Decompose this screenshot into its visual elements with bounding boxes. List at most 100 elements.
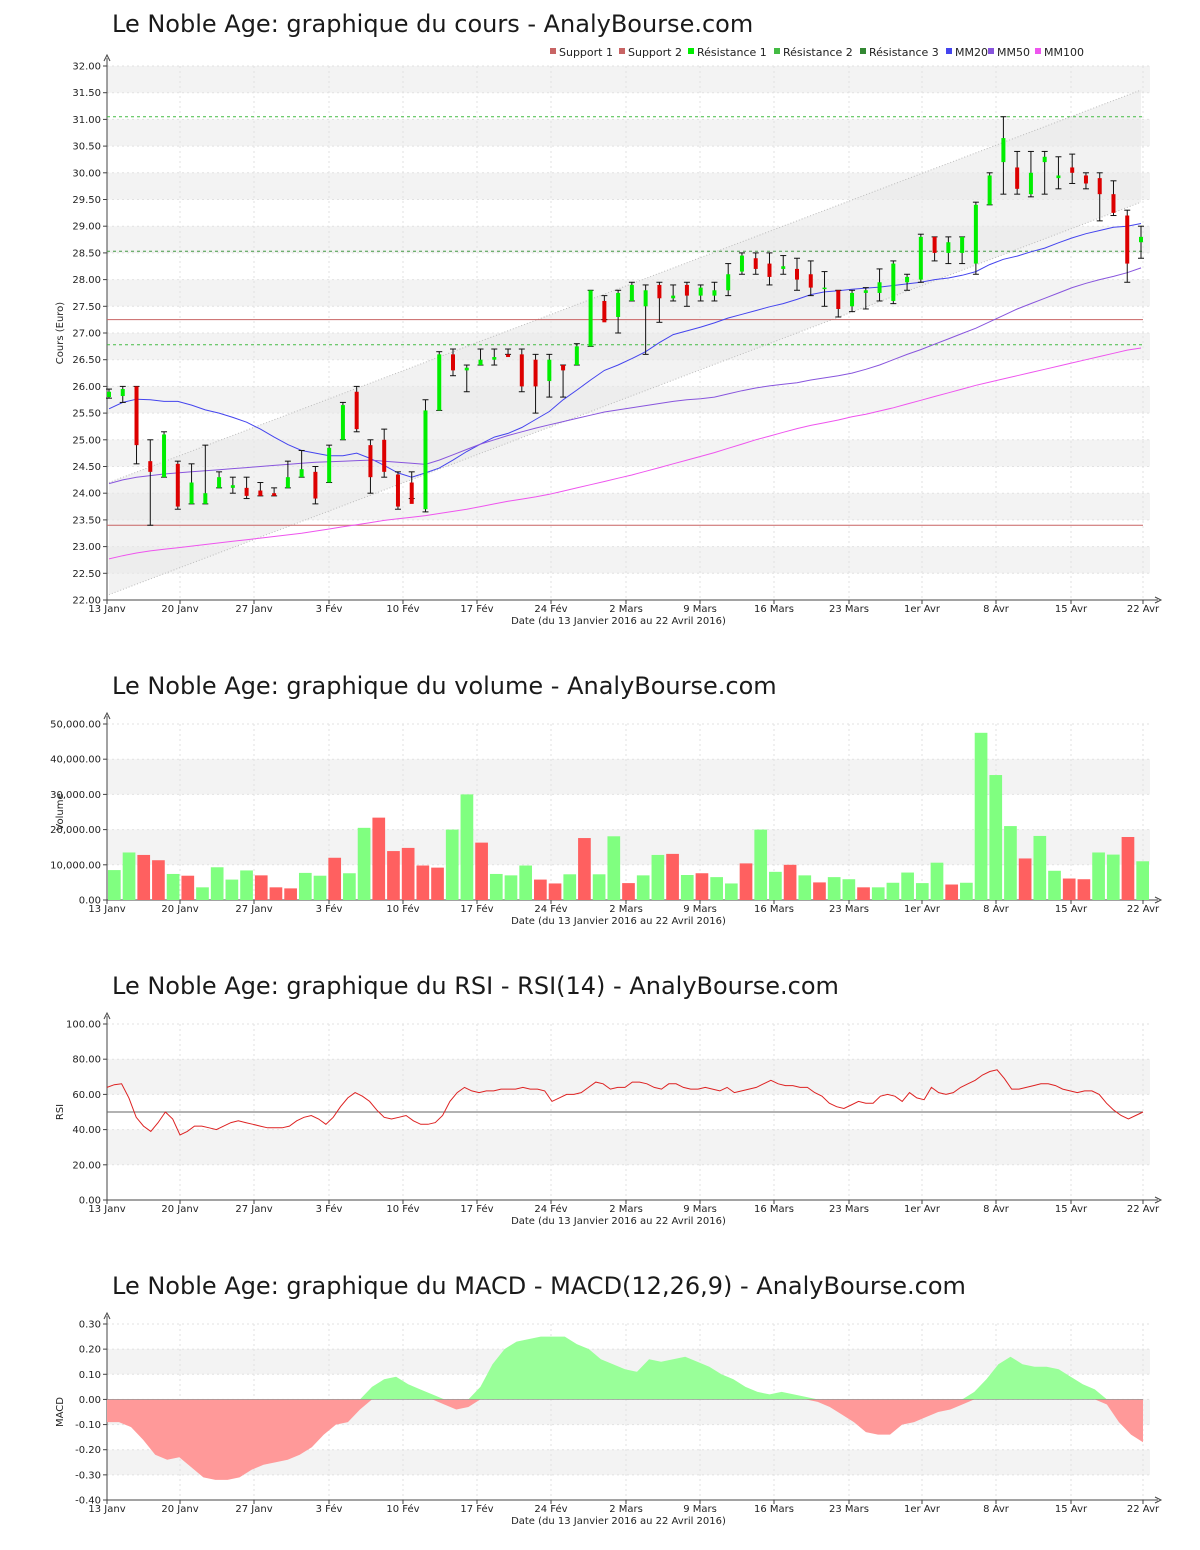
- y-tick-label: 30.50: [72, 142, 101, 153]
- x-tick-label: 9 Mars: [683, 604, 717, 615]
- x-axis-title: Date (du 13 Janvier 2016 au 22 Avril 201…: [511, 616, 726, 627]
- y-tick-label: 0.00: [79, 1196, 101, 1207]
- legend-label: MM50: [997, 46, 1030, 59]
- x-axis-title: Date (du 13 Janvier 2016 au 22 Avril 201…: [511, 1516, 726, 1527]
- y-tick-label: 0.10: [79, 1370, 101, 1381]
- x-tick-label: 16 Mars: [754, 1204, 794, 1215]
- x-tick-label: 1er Avr: [904, 604, 941, 615]
- candle-body: [203, 493, 208, 504]
- y-tick-label: -0.10: [75, 1420, 101, 1431]
- candle-body: [657, 284, 662, 299]
- candle-body: [519, 354, 524, 387]
- x-tick-label: 24 Fév: [534, 903, 567, 915]
- candle-body: [781, 266, 786, 269]
- x-tick-label: 27 Janv: [235, 1204, 272, 1215]
- volume-bar: [622, 883, 635, 900]
- candle-body: [148, 461, 153, 472]
- macd-chart-plot: -0.40 -0.30 -0.20 -0.10 0.00 0.10 0.20 0.30 13 J…: [55, 1311, 1163, 1527]
- x-tick-label: 8 Avr: [983, 904, 1010, 915]
- volume-bar: [431, 867, 444, 900]
- volume-bar: [915, 883, 929, 900]
- candle-body: [588, 290, 593, 347]
- ma-line-mm100: [108, 347, 1142, 560]
- x-tick-label: 10 Fév: [386, 903, 419, 915]
- rsi-chart-title: Le Noble Age: graphique du RSI - RSI(14)…: [112, 972, 839, 1000]
- y-tick-label: 25.50: [72, 409, 101, 420]
- legend-swatch: [988, 48, 994, 54]
- x-tick-label: 16 Mars: [754, 904, 794, 915]
- candle-body: [905, 276, 910, 283]
- x-tick-label: 9 Mars: [683, 1504, 717, 1515]
- candle-body: [258, 490, 263, 496]
- volume-bar: [960, 882, 973, 900]
- y-tick-label: 29.00: [72, 222, 101, 233]
- x-tick-label: 20 Janv: [161, 1204, 198, 1215]
- candle-body: [464, 367, 469, 371]
- candle-body: [574, 346, 579, 366]
- legend-label: Résistance 3: [869, 46, 939, 59]
- y-tick-label: 24.50: [72, 462, 101, 473]
- legend-swatch: [619, 48, 625, 54]
- y-tick-label: 0.20: [79, 1345, 101, 1356]
- x-tick-label: 3 Fév: [316, 1503, 343, 1515]
- x-tick-label: 23 Mars: [829, 904, 869, 915]
- volume-bar: [343, 873, 356, 900]
- volume-bar: [489, 873, 503, 900]
- candle-body: [1083, 175, 1088, 184]
- candle-body: [561, 365, 566, 371]
- x-tick-label: 20 Janv: [161, 904, 198, 915]
- volume-bar: [284, 888, 297, 900]
- ma-line-mm50: [108, 267, 1142, 485]
- y-axis-title: RSI: [55, 1104, 66, 1120]
- y-axis-arrow: [103, 1011, 111, 1020]
- x-tick-label: 1er Avr: [904, 904, 941, 915]
- volume-bar: [680, 875, 694, 900]
- candle-body: [230, 485, 235, 488]
- y-axis-arrow: [103, 1311, 111, 1320]
- volume-bar: [842, 879, 856, 900]
- candle-body: [533, 359, 538, 387]
- volume-bar: [871, 887, 885, 900]
- y-tick-label: 50,000.00: [50, 720, 101, 731]
- y-tick-label: 20.00: [72, 1160, 101, 1171]
- volume-bar: [739, 863, 753, 900]
- volume-bar: [108, 870, 121, 900]
- y-tick-label: 0.00: [79, 1395, 101, 1406]
- volume-bar: [137, 854, 151, 900]
- y-tick-label: 31.00: [72, 115, 101, 126]
- volume-bar: [813, 882, 826, 900]
- volume-bar: [666, 853, 679, 900]
- x-tick-label: 22 Avr: [1127, 604, 1160, 615]
- candle-body: [340, 405, 345, 440]
- y-tick-label: 30.00: [72, 168, 101, 179]
- volume-bar: [1048, 870, 1061, 900]
- x-tick-label: 13 Janv: [88, 904, 125, 915]
- volume-bar: [240, 870, 253, 900]
- legend-swatch: [946, 48, 952, 54]
- candle-body: [1056, 175, 1061, 179]
- legend-label: Support 1: [559, 46, 613, 59]
- x-tick-label: 10 Fév: [386, 1203, 419, 1215]
- x-tick-label: 1er Avr: [904, 1504, 941, 1515]
- candle-body: [327, 447, 332, 483]
- y-tick-label: 30,000.00: [50, 790, 101, 801]
- x-tick-label: 17 Fév: [460, 1503, 493, 1515]
- volume-bar: [1033, 835, 1047, 900]
- candle-body: [189, 482, 194, 504]
- volume-bar: [695, 873, 709, 900]
- x-axis-arrow: [1154, 596, 1163, 604]
- volume-bar: [328, 857, 342, 900]
- candle-body: [313, 471, 318, 499]
- grid-band: [107, 119, 1150, 147]
- volume-bar: [210, 867, 224, 900]
- volume-bar: [1077, 879, 1091, 900]
- volume-bar: [416, 865, 430, 900]
- candle-body: [354, 391, 359, 430]
- candle-body: [1001, 138, 1006, 163]
- x-tick-label: 9 Mars: [683, 1204, 717, 1215]
- y-tick-label: 26.00: [72, 382, 101, 393]
- candle-body: [1070, 167, 1075, 173]
- volume-bar: [269, 887, 283, 900]
- volume-bar: [372, 817, 386, 900]
- volume-bar: [313, 875, 327, 900]
